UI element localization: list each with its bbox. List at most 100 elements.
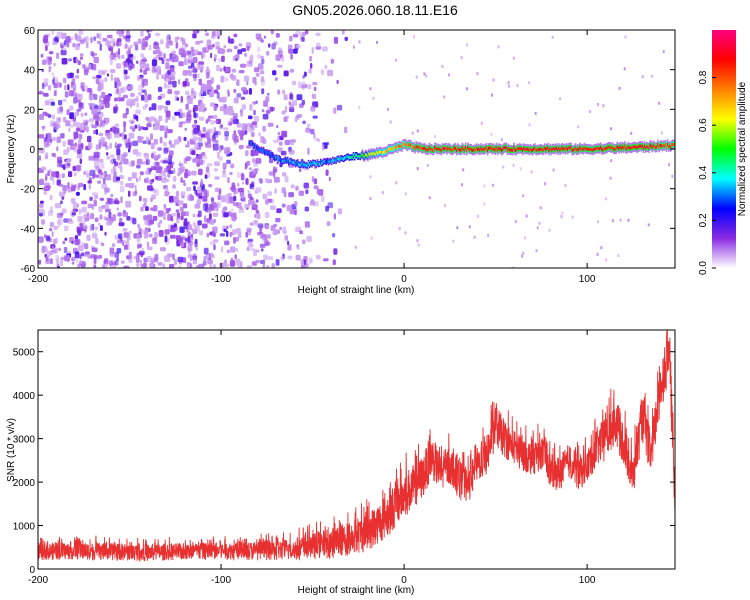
spectrogram-cell — [502, 165, 505, 169]
spectrogram-cell — [51, 30, 54, 35]
spectrogram-cell — [39, 200, 44, 204]
spectrogram-cell — [379, 150, 381, 154]
spectrogram-cell — [277, 159, 279, 163]
spectrogram-cell — [275, 217, 281, 223]
spectrogram-cell — [57, 156, 63, 163]
spectrogram-cell — [94, 217, 99, 222]
spectrogram-cell — [99, 197, 104, 201]
spectrogram-cell — [233, 188, 236, 196]
spectrogram-cell — [252, 169, 257, 177]
spectrogram-cell — [240, 206, 243, 211]
spectrogram-cell — [453, 146, 456, 150]
spectrogram-cell — [276, 125, 279, 129]
spectrogram-cell — [95, 238, 99, 245]
spectrogram-cell — [163, 53, 166, 59]
spectrogram-cell — [248, 88, 252, 95]
spectrogram-cell — [113, 165, 116, 172]
spectrogram-cell — [646, 145, 648, 149]
spectrogram-cell — [76, 259, 79, 263]
spectrogram-cell — [404, 192, 407, 196]
spectrogram-cell — [178, 163, 184, 167]
spectrogram-cell — [297, 81, 302, 89]
spectrogram-cell — [370, 236, 373, 240]
spectrogram-cell — [137, 243, 142, 248]
spectrogram-cell — [649, 143, 651, 147]
spectrogram-cell — [664, 143, 667, 147]
spectrogram-cell — [240, 261, 243, 268]
spectrogram-cell — [117, 212, 122, 217]
spectrogram-cell — [246, 123, 253, 128]
spectrogram-cell — [246, 160, 251, 166]
spectrogram-cell — [129, 125, 134, 130]
spectrogram-cell — [165, 100, 171, 106]
spectrogram-cell — [169, 143, 176, 148]
spectrogram-cell — [190, 263, 193, 268]
spectrogram-cell — [596, 252, 599, 256]
spectrogram-cell — [298, 190, 304, 196]
spectrogram-cell — [536, 226, 539, 230]
spectrogram-cell — [522, 148, 524, 152]
spectrogram-cell — [156, 69, 161, 75]
spectrogram-cell — [68, 90, 74, 97]
spectrogram-cell — [151, 165, 155, 169]
spectrogram-cell — [418, 145, 421, 149]
spectrogram-cell — [528, 148, 531, 152]
spectrogram-cell — [123, 121, 127, 127]
spectrogram-cell — [283, 191, 287, 198]
spectrogram-cell — [72, 43, 76, 48]
spectrogram-cell — [92, 76, 97, 80]
spectrogram-cell — [169, 40, 173, 46]
spectrogram-cell — [609, 145, 612, 149]
spectrogram-cell — [420, 147, 423, 150]
spectrogram-cell — [260, 55, 264, 59]
spectrogram-cell — [261, 58, 265, 64]
spectrogram-cell — [123, 152, 128, 157]
spectrogram-cell — [448, 73, 450, 77]
spectrogram-cell — [265, 96, 270, 103]
spectrogram-cell — [172, 115, 176, 121]
spectrogram-cell — [525, 214, 528, 218]
spectrogram-cell — [333, 213, 336, 220]
spectrogram-cell — [155, 32, 160, 37]
spectrogram-cell — [70, 83, 77, 89]
spectrogram-cell — [295, 30, 301, 35]
spectrogram-cell — [81, 206, 87, 213]
spectrogram-cell — [150, 116, 156, 122]
spectrogram-cell — [233, 97, 239, 104]
spectrogram-cell — [213, 114, 218, 119]
spectrogram-cell — [262, 125, 266, 132]
spectrogram-cell — [328, 176, 331, 182]
spectrogram-cell — [443, 95, 446, 99]
spectrogram-cell — [219, 67, 223, 72]
spectrogram-cell — [461, 146, 464, 150]
spectrogram-cell — [201, 155, 207, 160]
spectrogram-cell — [468, 225, 471, 229]
spectrogram-cell — [471, 148, 474, 152]
spectrogram-cell — [358, 40, 361, 44]
spectrogram-cell — [288, 101, 292, 106]
spectrogram-cell — [215, 30, 220, 37]
spectrogram-cell — [620, 146, 623, 150]
spectrogram-cell — [472, 148, 475, 152]
spectrogram-cell — [92, 192, 98, 196]
spectrogram-cell — [249, 247, 255, 251]
spectrogram-cell — [281, 130, 288, 138]
spectrogram-cell — [103, 123, 105, 128]
spectrogram-cell — [310, 199, 315, 205]
spectrogram-cell — [106, 197, 112, 205]
spectrogram-cell — [41, 166, 46, 170]
spectrogram-cell — [209, 219, 215, 225]
spectrogram-cell — [397, 144, 400, 148]
spectrogram-cell — [147, 246, 153, 251]
spectrogram-cell — [357, 155, 359, 159]
spectrogram-cell — [45, 256, 48, 262]
spectrogram-cell — [187, 231, 191, 238]
spectrogram-cell — [253, 249, 257, 253]
spectrogram-cell — [221, 48, 226, 54]
spectrogram-cell — [353, 45, 355, 49]
x-tick-label: -200 — [28, 575, 48, 586]
spectrogram-cell — [600, 246, 603, 250]
spectrogram-cell — [428, 146, 431, 150]
spectrogram-cell — [323, 258, 329, 262]
spectrogram-cell — [343, 157, 345, 161]
